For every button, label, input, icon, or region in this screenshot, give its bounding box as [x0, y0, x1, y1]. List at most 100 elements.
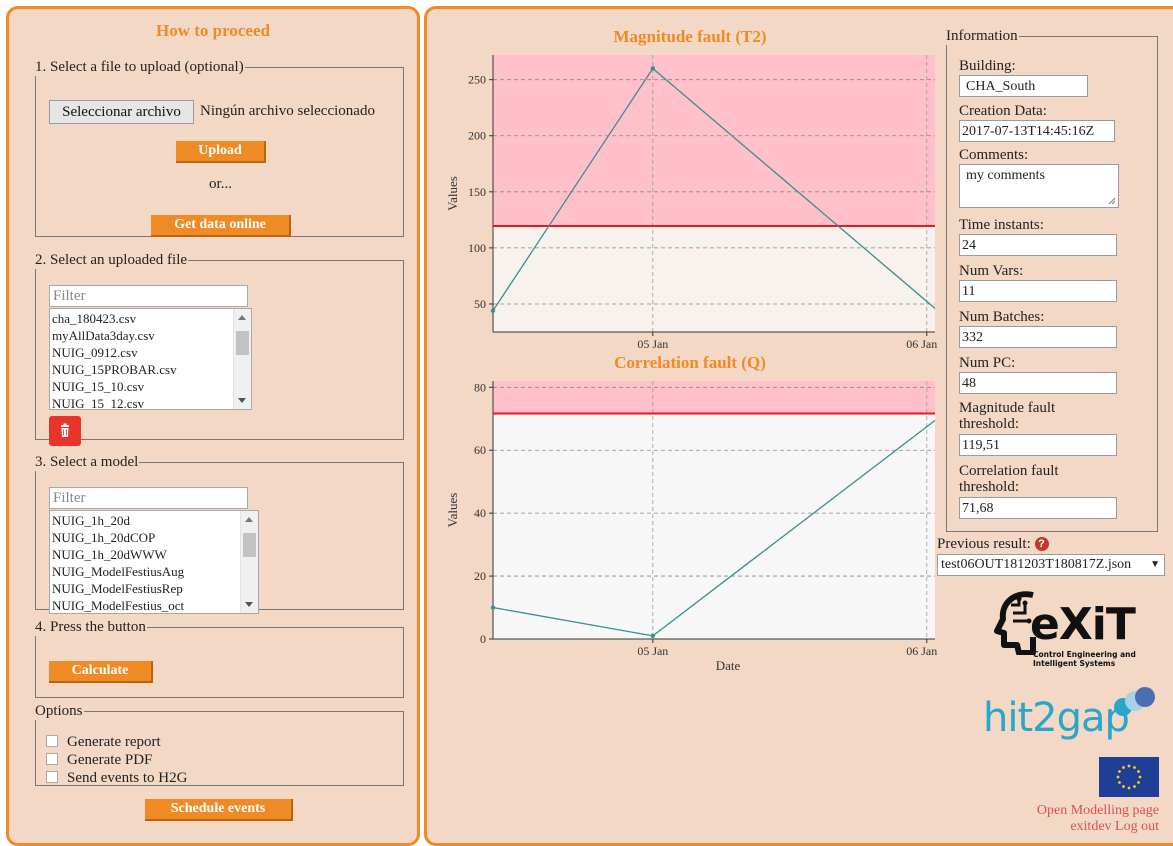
scroll-thumb[interactable]: [236, 331, 249, 355]
num-batches-field[interactable]: 332: [959, 326, 1117, 348]
list-item[interactable]: myAllData3day.csv: [52, 328, 155, 343]
model-list-scrollbar[interactable]: [240, 511, 258, 613]
choose-file-button[interactable]: Seleccionar archivo: [49, 100, 194, 124]
eu-star: [1122, 766, 1125, 769]
magnitude-threshold-field[interactable]: 119,51: [959, 434, 1117, 456]
building-field[interactable]: CHA_South: [959, 75, 1088, 97]
generate-pdf-checkbox[interactable]: [46, 752, 58, 765]
generate-report-checkbox[interactable]: [46, 734, 58, 747]
correlation-threshold-field[interactable]: 71,68: [959, 497, 1117, 519]
uploaded-file-legend: 2. Select an uploaded file: [35, 252, 188, 268]
comments-label: Comments:: [959, 147, 1029, 163]
list-item[interactable]: NUIG_ModelFestiusAug: [52, 564, 185, 579]
magnitude-threshold-label-1: Magnitude fault: [959, 400, 1056, 416]
or-text: or...: [209, 176, 232, 192]
generate-report-option[interactable]: Generate report: [46, 733, 161, 751]
hit2gap-dots-icon: [1114, 687, 1155, 716]
list-item[interactable]: NUIG_15PROBAR.csv: [52, 362, 177, 377]
data-point: [650, 66, 656, 71]
previous-result-select[interactable]: test06OUT181203T180817Z.json ▼: [937, 554, 1165, 576]
eu-star: [1133, 766, 1136, 769]
list-item[interactable]: NUIG_1h_20dWWW: [52, 547, 167, 562]
upload-fieldset: 1. Select a file to upload (optional) Se…: [35, 59, 404, 237]
options-fieldset: Options Generate report Generate PDF Sen…: [35, 703, 404, 786]
file-list-scrollbar[interactable]: [233, 309, 251, 409]
correlation-threshold-label-2: threshold:: [959, 479, 1019, 495]
list-item[interactable]: NUIG_1h_20dCOP: [52, 530, 156, 545]
creation-field[interactable]: 2017-07-13T14:45:16Z: [959, 120, 1115, 142]
exit-sub-2: Intelligent Systems: [1033, 659, 1116, 668]
data-point: [490, 308, 496, 313]
list-item[interactable]: cha_180423.csv: [52, 311, 137, 326]
eu-star: [1137, 770, 1140, 773]
options-legend: Options: [35, 703, 83, 719]
scroll-down-icon[interactable]: [245, 602, 253, 607]
eu-star: [1127, 764, 1131, 768]
username-link[interactable]: exitdev: [1070, 819, 1112, 834]
list-item[interactable]: NUIG_1h_20d: [52, 513, 130, 528]
calculate-fieldset: 4. Press the button Calculate: [35, 619, 404, 698]
scroll-down-icon[interactable]: [238, 398, 246, 403]
information-legend: Information: [946, 28, 1018, 44]
delete-file-button[interactable]: [49, 416, 81, 446]
comments-text: my comments: [966, 168, 1045, 183]
upload-legend: 1. Select a file to upload (optional): [35, 59, 244, 75]
scroll-thumb[interactable]: [243, 533, 256, 557]
y-tick-label: 0: [480, 632, 486, 646]
data-point: [490, 605, 496, 610]
resize-handle-icon[interactable]: [1108, 197, 1116, 205]
magnitude-chart[interactable]: 50 100 150 200 250 05 Jan 06 Jan Values: [427, 43, 947, 363]
model-list: NUIG_1h_20d NUIG_1h_20dCOP NUIG_1h_20dWWW N…: [50, 511, 258, 613]
correlation-chart-title: Correlation fault (Q): [614, 353, 766, 372]
file-listbox[interactable]: cha_180423.csv myAllData3day.csv NUIG_0912…: [49, 308, 252, 410]
y-axis-label: Values: [445, 493, 460, 528]
previous-result-value: test06OUT181203T180817Z.json: [941, 557, 1132, 572]
correlation-threshold-label-1: Correlation fault: [959, 463, 1059, 479]
magnitude-chart-title: Magnitude fault (T2): [613, 27, 767, 46]
y-axis-label: Values: [445, 176, 460, 211]
list-item[interactable]: NUIG_ModelFestiusRep: [52, 581, 183, 596]
correlation-chart[interactable]: 0 20 40 60 80 05 Jan 06 Jan Values Date: [427, 370, 947, 690]
num-vars-field[interactable]: 11: [959, 280, 1117, 302]
send-events-option[interactable]: Send events to H2G: [46, 769, 187, 787]
correlation-threshold-label: Correlation fault threshold:: [959, 463, 1059, 495]
data-point: [650, 633, 656, 639]
hit2gap-logo: hit2gap: [983, 685, 1163, 765]
list-item[interactable]: NUIG_15_10.csv: [52, 379, 145, 394]
schedule-events-button[interactable]: Schedule events: [145, 799, 293, 821]
magnitude-threshold-label: Magnitude fault threshold:: [959, 400, 1055, 432]
left-panel: How to proceed 1. Select a file to uploa…: [6, 6, 420, 846]
model-legend: 3. Select a model: [35, 454, 139, 470]
time-instants-field[interactable]: 24: [959, 234, 1117, 256]
creation-label: Creation Data:: [959, 103, 1047, 119]
model-filter-input[interactable]: [49, 487, 248, 509]
logout-link[interactable]: Log out: [1115, 819, 1159, 834]
upload-button[interactable]: Upload: [176, 141, 266, 163]
file-filter-input[interactable]: [49, 285, 248, 307]
list-item[interactable]: NUIG_ModelFestius_oct: [52, 598, 185, 613]
generate-pdf-option[interactable]: Generate PDF: [46, 751, 152, 769]
y-tick-label: 20: [474, 569, 486, 583]
num-batches-label: Num Batches:: [959, 309, 1045, 325]
question-icon[interactable]: ?: [1034, 536, 1049, 551]
model-listbox[interactable]: NUIG_1h_20d NUIG_1h_20dCOP NUIG_1h_20dWWW N…: [49, 510, 259, 614]
y-tick-label: 150: [468, 185, 486, 199]
y-tick-label: 40: [474, 506, 486, 520]
list-item[interactable]: NUIG_0912.csv: [52, 345, 138, 360]
calculate-button[interactable]: Calculate: [49, 661, 153, 683]
get-data-online-button[interactable]: Get data online: [151, 215, 291, 237]
uploaded-file-fieldset: 2. Select an uploaded file cha_180423.cs…: [35, 252, 404, 446]
num-pc-label: Num PC:: [959, 355, 1016, 371]
eu-star: [1122, 785, 1125, 788]
eu-star: [1118, 770, 1121, 773]
list-item[interactable]: NUIG_15_12.csv: [52, 396, 145, 410]
user-links: exitdev Log out: [897, 819, 1159, 835]
open-modelling-link[interactable]: Open Modelling page: [1036, 803, 1159, 818]
scroll-up-icon[interactable]: [245, 517, 253, 522]
eu-star: [1138, 775, 1142, 779]
hit2gap-logo-text: hit2gap: [983, 695, 1130, 741]
send-events-checkbox[interactable]: [46, 770, 58, 783]
num-pc-field[interactable]: 48: [959, 372, 1117, 394]
scroll-up-icon[interactable]: [238, 315, 246, 320]
comments-field[interactable]: my comments: [959, 164, 1119, 208]
